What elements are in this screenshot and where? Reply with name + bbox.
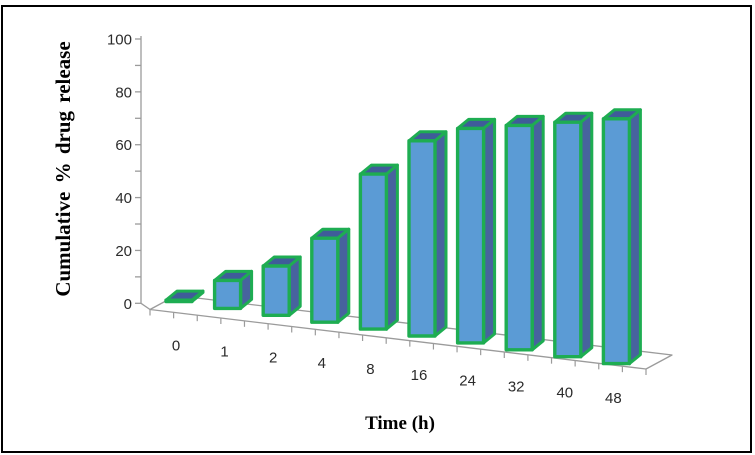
x-tick-label: 1 (220, 343, 228, 360)
bar-t40 (553, 120, 583, 359)
bar-t24 (455, 126, 486, 345)
bar-t8 (358, 172, 389, 331)
bar-t32 (504, 123, 534, 352)
y-tick-label: 40 (115, 190, 132, 207)
y-axis-title: Cumulative % drug release (51, 41, 75, 297)
y-tick-label: 60 (115, 137, 132, 154)
y-tick-label: 80 (115, 84, 132, 101)
bar-t4 (310, 236, 340, 324)
bar-t16 (407, 139, 437, 338)
y-tick-label: 100 (107, 32, 132, 49)
bar-t0 (164, 298, 194, 304)
x-axis-title: Time (h) (365, 413, 435, 434)
bar-t48 (601, 117, 632, 366)
x-tick-label: 24 (459, 373, 476, 390)
x-tick-label: 32 (508, 378, 525, 395)
x-tick-label: 40 (556, 384, 573, 401)
bar-t1 (212, 278, 243, 311)
x-tick-label: 48 (605, 390, 622, 407)
x-tick-label: 0 (172, 338, 180, 355)
bar-t2 (261, 264, 291, 317)
y-tick-label: 0 (124, 296, 132, 313)
axis-floor-connector (140, 302, 151, 311)
x-tick-label: 2 (269, 349, 277, 366)
x-tick-label: 4 (318, 355, 326, 372)
y-tick-label: 20 (115, 243, 132, 260)
x-tick-label: 16 (411, 367, 428, 384)
x-tick-label: 8 (366, 361, 374, 378)
